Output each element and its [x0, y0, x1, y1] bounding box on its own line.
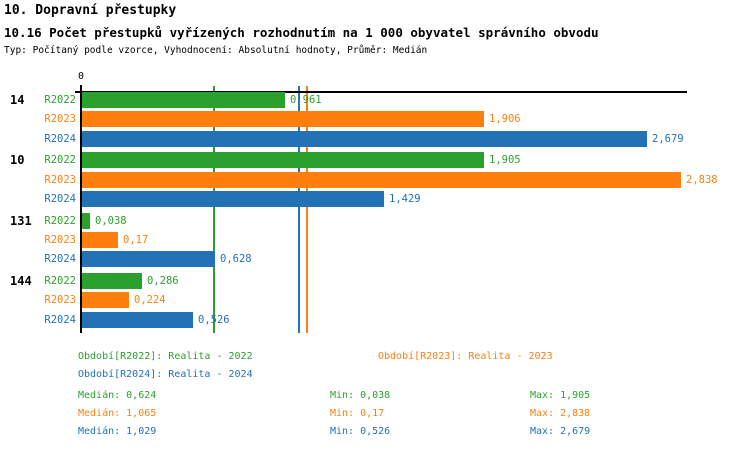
bar-value-label: 0,17 [123, 233, 149, 246]
bar-value-label: 2,838 [686, 173, 718, 186]
median-line-r2022 [212, 86, 215, 333]
bar-chart-plot-area: 0 14 R2022 0,961 R2023 1,906 R2024 2,679 10 R202… [10, 71, 718, 333]
series-label-r2022: R2022 [44, 154, 76, 167]
series-label-r2023: R2023 [44, 113, 76, 126]
stat-max-r2023: Max: 2,838 [530, 408, 591, 419]
indicator-title: 10.16 Počet přestupků vyřízených rozhodn… [4, 25, 599, 40]
x-axis-zero-tick-label: 0 [77, 71, 85, 82]
legend-item-r2022: Období[R2022]: Realita - 2022 [78, 351, 253, 362]
median-line-r2023 [305, 86, 308, 333]
bar-r2023 [82, 171, 681, 188]
bar-r2022 [82, 152, 484, 169]
bar-r2022 [82, 272, 142, 289]
bar-value-label: 0,038 [95, 214, 127, 227]
stat-max-r2024: Max: 2,679 [530, 426, 591, 437]
stat-min-r2024: Min: 0,526 [330, 426, 391, 437]
stat-max-r2022: Max: 1,905 [530, 390, 591, 401]
bar-r2022 [82, 92, 285, 108]
series-label-r2024: R2024 [44, 132, 76, 145]
bar-value-label: 0,224 [134, 294, 166, 307]
bar-r2024 [82, 251, 215, 268]
bar-r2023 [82, 111, 484, 128]
bar-value-label: 0,526 [198, 313, 230, 326]
bar-r2023 [82, 292, 129, 309]
bar-value-label: 0,286 [147, 274, 179, 287]
legend-item-r2024: Období[R2024]: Realita - 2024 [78, 369, 253, 380]
series-label-r2024: R2024 [44, 192, 76, 205]
bar-value-label: 1,905 [489, 154, 521, 167]
bar-value-label: 0,961 [290, 94, 322, 106]
median-line-r2024 [298, 86, 301, 333]
stat-median-r2022: Medián: 0,624 [78, 390, 157, 401]
bar-r2024 [82, 130, 647, 147]
series-label-r2023: R2023 [44, 233, 76, 246]
series-label-r2023: R2023 [44, 294, 76, 307]
stat-min-r2022: Min: 0,038 [330, 390, 391, 401]
bar-value-label: 2,679 [652, 132, 684, 145]
legend-item-r2023: Období[R2023]: Realita - 2023 [378, 351, 553, 362]
bar-r2024 [82, 190, 384, 207]
bar-r2023 [82, 231, 118, 248]
series-label-r2024: R2024 [44, 253, 76, 266]
series-label-r2024: R2024 [44, 313, 76, 326]
series-label-r2022: R2022 [44, 214, 76, 227]
group-label: 10 [10, 153, 25, 168]
bar-r2024 [82, 311, 193, 328]
stat-median-r2023: Medián: 1,065 [78, 408, 157, 419]
x-axis-line [75, 91, 687, 93]
series-label-r2022: R2022 [44, 94, 76, 106]
group-label: 131 [10, 213, 32, 228]
stat-min-r2023: Min: 0,17 [330, 408, 385, 419]
bar-r2022 [82, 212, 90, 229]
chapter-title: 10. Dopravní přestupky [4, 3, 177, 18]
bar-value-label: 0,628 [220, 253, 252, 266]
chart-meta-info: Typ: Počítaný podle vzorce, Vyhodnocení:… [4, 45, 428, 56]
group-label: 14 [10, 93, 25, 107]
series-label-r2022: R2022 [44, 274, 76, 287]
bar-value-label: 1,906 [489, 113, 521, 126]
stat-median-r2024: Medián: 1,029 [78, 426, 157, 437]
series-label-r2023: R2023 [44, 173, 76, 186]
bar-value-label: 1,429 [389, 192, 421, 205]
group-label: 144 [10, 273, 32, 288]
y-axis-line [79, 85, 82, 333]
